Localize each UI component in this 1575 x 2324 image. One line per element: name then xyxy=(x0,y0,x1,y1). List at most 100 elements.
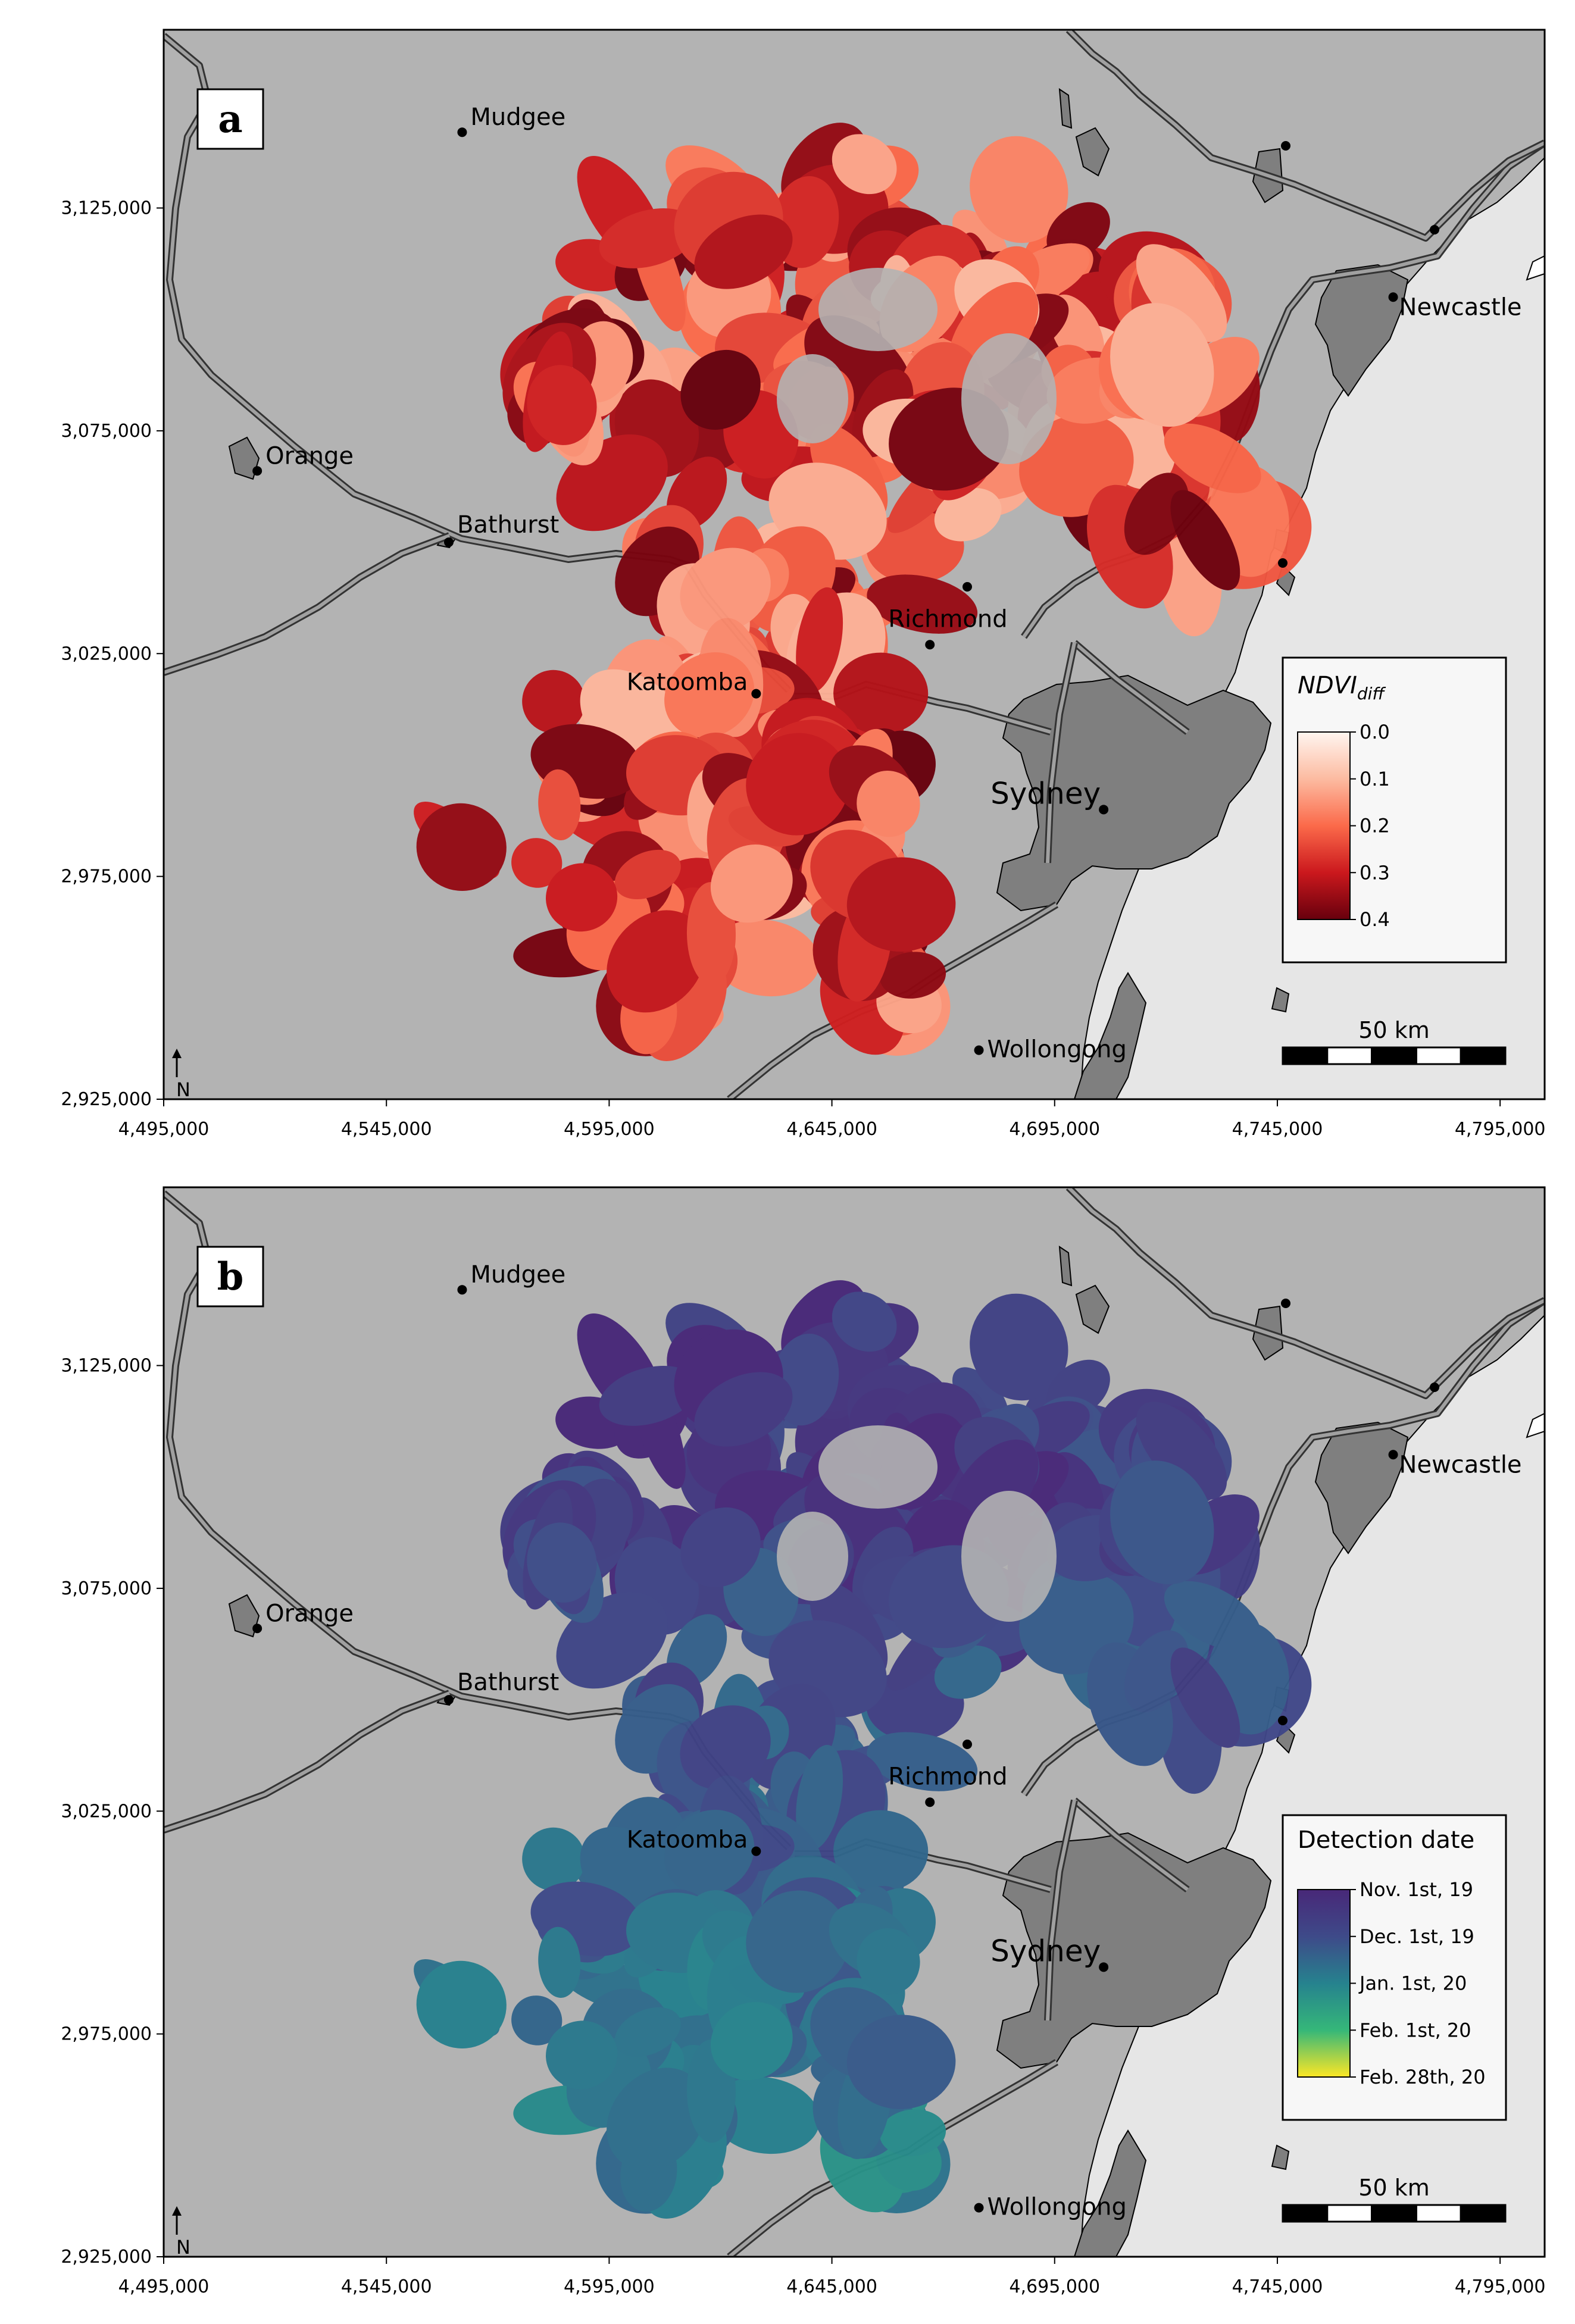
burn-patch xyxy=(846,857,956,952)
city-label-newcastle: Newcastle xyxy=(1399,293,1522,321)
burn-patch xyxy=(857,1928,920,1995)
town-area xyxy=(1271,987,1290,1013)
x-tick-label: 4,495,000 xyxy=(118,2276,210,2297)
burn-patch xyxy=(796,1744,843,1850)
burn-patch xyxy=(545,2020,618,2090)
x-tick-label: 4,495,000 xyxy=(118,1119,210,1140)
burn-patch xyxy=(879,952,946,999)
city-label-sydney: Sydney xyxy=(990,1934,1101,1968)
burn-patch xyxy=(522,670,586,734)
burn-patch xyxy=(694,214,793,289)
panel-letter: a xyxy=(218,97,242,142)
burn-patch xyxy=(970,136,1068,243)
city-label-bathurst: Bathurst xyxy=(457,511,559,539)
scale-bar-label: 50 km xyxy=(1358,2175,1429,2201)
y-tick-label: 2,925,000 xyxy=(61,1089,152,1110)
y-tick-label: 3,075,000 xyxy=(61,1578,152,1599)
panel-letter: b xyxy=(217,1255,244,1299)
legend: NDVIdiff 0.0 0.1 0.2 0.3 0.4 xyxy=(1282,656,1507,964)
burn-patch xyxy=(511,1995,562,2045)
city-marker xyxy=(252,466,262,476)
y-tick-label: 3,125,000 xyxy=(61,1356,152,1377)
burn-patch xyxy=(599,1366,698,1426)
burn-patch xyxy=(527,365,597,445)
burn-patch xyxy=(416,803,507,891)
y-tick-label: 3,025,000 xyxy=(61,1801,152,1822)
x-tick-label: 4,645,000 xyxy=(786,1119,877,1140)
burn-patch xyxy=(607,910,706,1013)
sydney-urban-area xyxy=(996,674,1272,912)
burn-patch xyxy=(970,1293,1068,1401)
x-tick-label: 4,795,000 xyxy=(1455,1119,1546,1140)
burn-patch xyxy=(538,1926,581,1998)
town-area xyxy=(1075,1284,1110,1334)
colorbar-tick-label: 0.1 xyxy=(1360,768,1390,790)
y-tick-label: 3,125,000 xyxy=(61,198,152,219)
burn-patch xyxy=(710,844,793,923)
burn-patch xyxy=(1110,303,1214,427)
burn-patch xyxy=(1110,1460,1214,1585)
burn-patch xyxy=(614,849,681,900)
burn-patch xyxy=(1573,85,1575,168)
burn-patch xyxy=(1124,1630,1189,1713)
burn-patch xyxy=(1562,1162,1575,1276)
city-marker xyxy=(443,537,454,548)
y-tick-label: 2,975,000 xyxy=(61,867,152,887)
burn-patch xyxy=(1170,490,1240,590)
city-marker xyxy=(457,1285,467,1295)
wollongong-urban-area xyxy=(1073,972,1147,1099)
colorbar-tick-label: 0.0 xyxy=(1360,721,1390,743)
newcastle-urban-area xyxy=(1314,1421,1409,1554)
burn-patch xyxy=(1136,1402,1227,1500)
burn-patch xyxy=(1551,1239,1575,1314)
burn-patch xyxy=(1124,473,1189,555)
town-area xyxy=(1058,1246,1073,1287)
scale-bar-segment xyxy=(1326,2204,1373,2223)
burn-patch xyxy=(511,838,562,888)
town-marker xyxy=(1281,141,1290,151)
lake xyxy=(1526,1412,1545,1438)
x-tick-label: 4,695,000 xyxy=(1009,2276,1100,2297)
town-marker xyxy=(1278,558,1288,568)
map-panel-a: Mudgee Orange Bathurst Richmond Katoomba Sydn… xyxy=(61,29,1575,1140)
city-marker xyxy=(751,1846,761,1856)
scale-bar-segment xyxy=(1371,2204,1417,2223)
city-label-mudgee: Mudgee xyxy=(470,1261,565,1288)
city-label-katoomba: Katoomba xyxy=(627,669,748,696)
burn-patch xyxy=(857,771,920,837)
burn-patch xyxy=(934,487,1002,542)
city-marker xyxy=(1099,805,1109,815)
town-marker xyxy=(962,582,972,592)
colorbar-tick-label: 0.4 xyxy=(1360,908,1390,931)
legend-title: NDVIdiff xyxy=(1298,672,1386,703)
city-label-bathurst: Bathurst xyxy=(457,1669,559,1696)
scale-bar-segment xyxy=(1371,1046,1417,1065)
scale-bar-segment xyxy=(1460,2204,1507,2223)
burned-area-layer xyxy=(414,1162,1575,2219)
burn-patch xyxy=(832,134,897,195)
burn-patch xyxy=(694,1372,793,1447)
x-tick-label: 4,745,000 xyxy=(1232,1119,1323,1140)
city-marker xyxy=(974,2203,984,2213)
burn-patch xyxy=(538,769,581,840)
burn-patch xyxy=(1573,1242,1575,1325)
burn-patch xyxy=(867,1732,978,1791)
city-marker xyxy=(925,1797,935,1807)
burn-patch xyxy=(680,349,761,430)
city-marker xyxy=(1099,1962,1109,1972)
colorbar-tick-label: Feb. 1st, 20 xyxy=(1360,2019,1471,2041)
burn-patch xyxy=(664,652,755,738)
city-marker xyxy=(1388,292,1398,302)
legend-title: Detection date xyxy=(1298,1826,1474,1854)
burn-patch xyxy=(833,652,929,734)
city-marker xyxy=(751,689,761,699)
x-tick-label: 4,695,000 xyxy=(1009,1119,1100,1140)
burn-patch xyxy=(416,1960,507,2048)
town-marker xyxy=(962,1740,972,1749)
burn-patch xyxy=(545,863,618,932)
scale-bar-segment xyxy=(1326,1046,1373,1065)
sydney-urban-area xyxy=(996,1832,1272,2069)
town-area xyxy=(1058,88,1073,129)
burn-patch xyxy=(1136,244,1227,342)
scale-bar-segment xyxy=(1415,2204,1462,2223)
